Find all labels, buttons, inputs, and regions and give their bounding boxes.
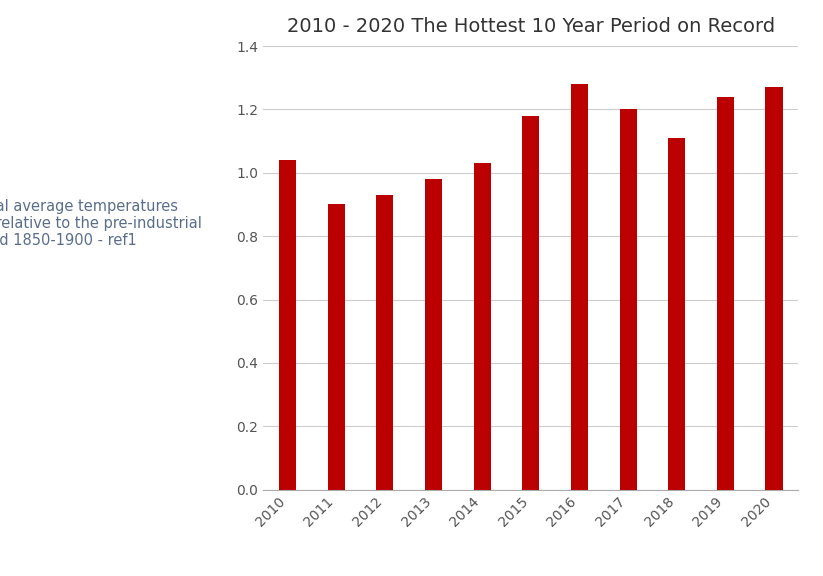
Bar xyxy=(668,138,686,490)
Bar xyxy=(474,164,491,490)
Bar xyxy=(717,97,734,490)
Bar xyxy=(425,179,442,490)
Bar xyxy=(765,87,783,490)
Title: 2010 - 2020 The Hottest 10 Year Period on Record: 2010 - 2020 The Hottest 10 Year Period o… xyxy=(286,17,775,36)
Legend: Global average temperatures
(°C) relative to the pre-industrial
period 1850-1900: Global average temperatures (°C) relativ… xyxy=(0,199,202,248)
Bar xyxy=(523,116,539,490)
Bar xyxy=(328,204,345,490)
Bar xyxy=(279,160,296,490)
Bar xyxy=(620,109,637,490)
Bar xyxy=(571,84,588,490)
Bar xyxy=(376,195,393,490)
